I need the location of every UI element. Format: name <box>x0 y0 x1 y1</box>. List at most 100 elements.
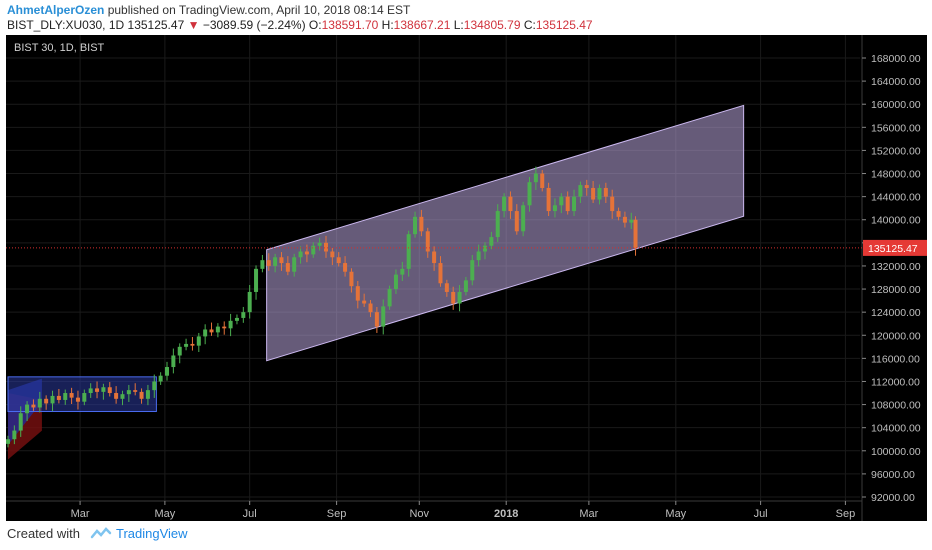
y-tick-label: 156000.00 <box>871 122 921 134</box>
author-link[interactable]: AhmetAlperOzen <box>7 3 105 17</box>
y-tick-label: 160000.00 <box>871 99 921 111</box>
candle-body <box>476 251 481 261</box>
last-price: 135125.47 <box>127 18 185 32</box>
last-price-tag <box>863 239 927 256</box>
x-tick-label: May <box>154 508 175 520</box>
candle-body <box>171 355 176 368</box>
y-tick-label: 144000.00 <box>871 192 921 204</box>
candle-body <box>546 187 551 212</box>
y-tick-label: 164000.00 <box>871 76 921 88</box>
candle-body <box>432 251 437 264</box>
candle-body <box>368 303 373 313</box>
candle-body <box>184 343 189 347</box>
candle-body <box>406 234 411 269</box>
open-value: 138591.70 <box>321 18 379 32</box>
candle-body <box>120 394 125 399</box>
x-tick-label: Nov <box>409 508 429 520</box>
candle-body <box>196 336 201 346</box>
drawing-parallel-channel <box>266 104 745 362</box>
candle-body <box>317 242 322 246</box>
x-tick-label: Mar <box>71 508 90 520</box>
candle-body <box>279 257 284 264</box>
candle-body <box>444 283 449 292</box>
down-arrow-icon: ▼ <box>187 18 200 32</box>
candle-body <box>470 260 475 281</box>
candle-body <box>260 260 265 269</box>
y-tick-label: 108000.00 <box>871 400 921 412</box>
price-chart[interactable]: 92000.00 96000.00 100000.00 104000.00 108000… <box>6 35 927 521</box>
candle-body <box>6 439 10 444</box>
candle-body <box>610 196 615 212</box>
candle-body <box>591 187 596 200</box>
candle-body <box>584 185 589 188</box>
candle-body <box>266 260 271 266</box>
y-tick-label: 120000.00 <box>871 330 921 342</box>
candle-body <box>203 329 208 337</box>
candle-body <box>540 173 545 188</box>
candle-body <box>37 398 42 408</box>
candle-body <box>177 346 182 356</box>
candle-body <box>247 291 252 313</box>
close-value: 135125.47 <box>535 18 593 32</box>
candle-body <box>597 187 602 200</box>
candle-body <box>633 219 638 248</box>
candle-body <box>413 216 418 235</box>
candle-body <box>374 312 379 327</box>
candle-body <box>228 320 233 329</box>
candle-body <box>18 413 23 431</box>
chart-area[interactable]: 92000.00 96000.00 100000.00 104000.00 108000… <box>6 35 927 521</box>
candle-body <box>508 196 513 212</box>
candle-body <box>292 257 297 272</box>
y-tick-label: 140000.00 <box>871 215 921 227</box>
candle-body <box>304 251 309 255</box>
candle-body <box>489 237 494 246</box>
candle-body <box>114 393 119 399</box>
candle-body <box>139 391 144 399</box>
candle-body <box>234 317 239 321</box>
candle-body <box>622 216 627 223</box>
candle-body <box>451 291 456 304</box>
candle-body <box>552 205 557 212</box>
close-label: C: <box>523 18 536 32</box>
candle-body <box>603 187 608 197</box>
candle-body <box>311 245 316 255</box>
candle-body <box>152 381 157 391</box>
candle-body <box>88 388 93 394</box>
candle-body <box>533 173 538 183</box>
open-label: O: <box>308 18 322 32</box>
candle-body <box>215 326 220 333</box>
candle-body <box>438 263 443 284</box>
candle-body <box>393 274 398 290</box>
candle-body <box>273 257 278 266</box>
candle-body <box>343 263 348 272</box>
candle-body <box>107 387 112 394</box>
x-tick-label: Jul <box>243 508 257 520</box>
candle-body <box>349 271 354 287</box>
candle-body <box>82 393 87 402</box>
candle-body <box>483 245 487 252</box>
symbol-info-bar: BIST_DLY:XU030, 1D 135125.47 ▼ −3089.59 … <box>7 18 593 32</box>
candle-body <box>12 430 17 440</box>
candle-body <box>324 242 328 252</box>
candle-body <box>330 251 335 258</box>
candle-body <box>419 216 424 232</box>
y-tick-label: 96000.00 <box>871 469 915 481</box>
candle-body <box>495 211 500 238</box>
publish-header: AhmetAlperOzen published on TradingView.… <box>7 3 410 17</box>
y-tick-label: 148000.00 <box>871 169 921 181</box>
tradingview-logo-icon <box>90 526 112 538</box>
tradingview-brand[interactable]: TradingView <box>115 526 188 541</box>
created-with-label: Created with <box>7 526 80 541</box>
candle-body <box>165 367 169 376</box>
candle-body <box>629 219 634 223</box>
candle-body <box>298 251 303 258</box>
candle-body <box>75 397 80 402</box>
high-value: 138667.21 <box>393 18 451 32</box>
candle-body <box>400 268 405 275</box>
price-change: −3089.59 (−2.24%) <box>202 18 306 32</box>
y-tick-label: 152000.00 <box>871 145 921 157</box>
high-label: H: <box>381 18 394 32</box>
candle-body <box>69 393 74 398</box>
publish-info: published on TradingView.com, April 10, … <box>104 3 411 17</box>
candle-body <box>254 268 259 292</box>
